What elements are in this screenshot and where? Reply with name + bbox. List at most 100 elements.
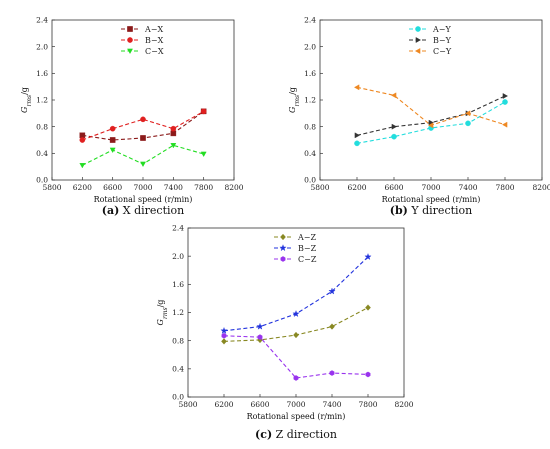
panel-a-x-direction: 5800 6200 6600 7000 7400 7800 8200 0.0 0.4 0.8 1.…	[20, 16, 244, 217]
legend-marker-C−Y	[414, 48, 421, 54]
y-tick-label: 1.2	[304, 96, 316, 105]
data-point-B−Y	[502, 93, 509, 99]
data-point-A−Y	[465, 120, 471, 127]
x-tick-label: 7000	[286, 400, 305, 409]
data-point-C−Y	[390, 92, 397, 99]
y-tick-label: 2.0	[172, 252, 184, 261]
legend-label-C−Y: C−Y	[433, 47, 452, 56]
series-line-C−Z	[223, 335, 369, 379]
legend-marker-A−Z	[280, 233, 286, 241]
y-tick-label: 0.8	[304, 122, 316, 131]
data-point-B−X	[170, 125, 177, 132]
data-point-C−Z	[221, 332, 227, 339]
x-tick-label: 7400	[458, 183, 477, 192]
y-axis-label-c: Grms/g	[156, 300, 169, 326]
legend-marker-B−Z	[279, 244, 287, 252]
y-tick-label: 2.0	[304, 42, 316, 51]
y-tick-label: 1.2	[36, 96, 48, 105]
data-point-C−X	[109, 147, 116, 154]
y-tick-label: 1.2	[172, 308, 184, 317]
legend-label-A−Y: A−Y	[432, 25, 451, 34]
data-point-C−Z	[257, 334, 263, 340]
y-tick-label: 0.8	[36, 122, 48, 131]
data-point-B−Z	[292, 310, 300, 318]
data-point-A−Z	[329, 323, 335, 330]
data-point-C−Z	[293, 375, 299, 381]
x-tick-label: 7000	[421, 183, 440, 192]
x-tick-label: 7800	[358, 400, 377, 409]
data-point-A−Z	[293, 331, 299, 339]
y-axis-label-a: Grms/g	[20, 87, 33, 113]
data-point-B−X	[109, 125, 116, 132]
x-axis-label-b: Rotational speed (r/min)	[382, 195, 481, 204]
series-line-B−X	[82, 110, 204, 141]
data-point-A−Y	[354, 140, 360, 147]
x-tick-label: 6600	[103, 183, 122, 192]
y-tick-label: 0.4	[36, 149, 48, 158]
legend-marker-B−X	[127, 37, 133, 43]
data-point-B−X	[79, 137, 86, 143]
legend-label-C−Z: C−Z	[298, 255, 317, 264]
y-axis-label-b: Grms/g	[288, 87, 301, 113]
x-tick-label: 5800	[42, 183, 61, 192]
caption-c: (c) Z direction	[255, 428, 337, 441]
legend-label-B−Y: B−Y	[433, 36, 452, 45]
caption-a: (a) X direction	[102, 204, 185, 217]
series-line-B−Z	[223, 256, 369, 332]
data-point-C−Y	[427, 122, 434, 129]
y-tick-label: 0.0	[36, 176, 48, 185]
plot-area-a	[51, 19, 235, 181]
x-tick-label: 6200	[73, 183, 92, 192]
panel-b-y-direction: 5800 6200 6600 7000 7400 7800 8200 0.0 0.4 0.8 1.…	[288, 16, 550, 217]
y-tick-label: 1.6	[36, 69, 48, 78]
x-tick-label: 6600	[384, 183, 403, 192]
x-axis-label-a: Rotational speed (r/min)	[94, 195, 193, 204]
data-point-C−X	[170, 143, 177, 149]
series-line-C−Y	[356, 86, 506, 126]
data-point-C−Y	[501, 121, 508, 128]
x-tick-label: 7400	[164, 183, 183, 192]
data-point-B−Y	[391, 123, 398, 130]
x-tick-label: 8200	[224, 183, 243, 192]
y-tick-label: 1.6	[172, 280, 184, 289]
data-point-A−Z	[221, 338, 227, 345]
y-tick-label: 0.4	[304, 149, 316, 158]
panel-c-z-direction: 5800 6200 6600 7000 7400 7800 8200 0.0 0.4 0.8 1.…	[156, 224, 414, 441]
x-tick-label: 6600	[250, 400, 269, 409]
data-point-A−X	[109, 137, 116, 143]
x-axis-label-c: Rotational speed (r/min)	[247, 412, 346, 421]
data-point-A−Y	[502, 99, 508, 105]
data-point-B−X	[200, 108, 207, 115]
x-tick-label: 8200	[394, 400, 413, 409]
data-point-A−X	[79, 132, 86, 139]
x-tick-label: 8200	[532, 183, 550, 192]
x-tick-label: 5800	[310, 183, 329, 192]
y-tick-label: 2.4	[36, 16, 48, 25]
data-point-B−Z	[256, 322, 264, 330]
data-point-C−X	[140, 161, 146, 168]
data-point-B−Z	[364, 253, 372, 260]
data-point-C−Z	[329, 370, 335, 376]
legend-label-B−Z: B−Z	[298, 244, 317, 253]
legend-marker-A−X	[127, 26, 133, 32]
legend-marker-B−Y	[415, 37, 422, 43]
y-tick-label: 0.4	[172, 364, 184, 373]
data-point-C−X	[79, 163, 86, 169]
y-tick-label: 0.0	[304, 176, 316, 185]
data-point-B−Z	[220, 326, 228, 334]
y-tick-label: 2.4	[172, 224, 184, 233]
x-tick-label: 7800	[194, 183, 213, 192]
x-tick-label: 7000	[133, 183, 152, 192]
legend-marker-C−X	[127, 48, 133, 55]
data-point-C−Z	[365, 371, 371, 378]
legend-marker-C−Z	[280, 256, 286, 262]
data-point-A−X	[140, 135, 146, 141]
x-tick-label: 6200	[347, 183, 366, 192]
y-tick-label: 2.4	[304, 16, 316, 25]
legend-label-A−Z: A−Z	[297, 233, 316, 242]
x-tick-label: 7800	[495, 183, 514, 192]
data-point-A−Y	[391, 133, 397, 140]
caption-b: (b) Y direction	[390, 204, 473, 217]
legend-marker-A−Y	[415, 26, 421, 32]
